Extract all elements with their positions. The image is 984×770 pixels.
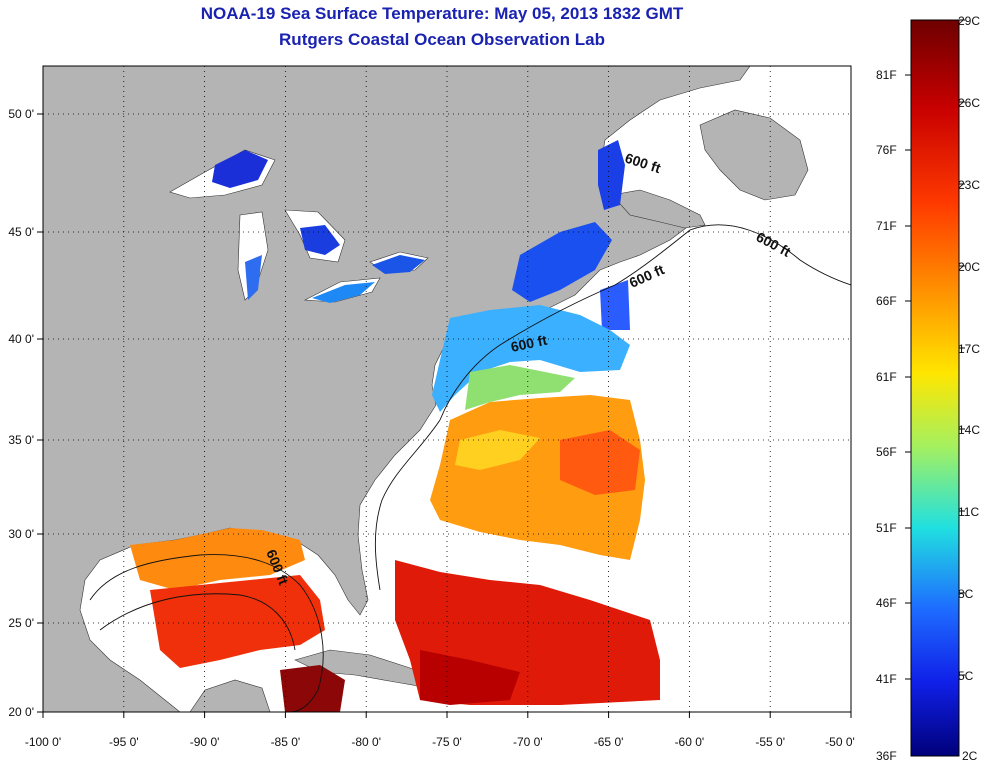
isobath-label-4: 600 ft [509,332,548,355]
x-tick-label: -85 0' [271,735,301,749]
sst-georges-bank [600,280,630,330]
y-tick-label: 25 0' [8,616,34,630]
sst-caribbean-dark [280,665,345,712]
colorbar-c-label: 5C [958,669,974,683]
sst-bahamas-dark [420,650,520,705]
axis-ticks [37,113,852,718]
sst-gulf-red [150,575,325,668]
colorbar-f-label: 51F [876,521,897,535]
colorbar-f-label: 61F [876,370,897,384]
land-newfoundland [699,109,809,201]
y-tick-label: 35 0' [8,433,34,447]
y-tick-label: 40 0' [8,332,34,346]
land-nova-scotia [611,189,706,229]
sst-shelf-mid [465,365,575,410]
colorbar-c-label: 29C [958,14,981,28]
map-canvas: 600 ft 600 ft 600 ft 600 ft 600 ft [43,66,851,712]
colorbar-c-label: 14C [958,423,981,437]
x-tick-label: -75 0' [432,735,462,749]
y-tick-label: 50 0' [8,107,34,121]
sst-lake-ontario [372,255,425,274]
sst-shelf-north [432,305,630,412]
colorbar-c-label: 2C [962,749,978,763]
colorbar-c-label: 11C [958,505,980,519]
map-subtitle: Rutgers Coastal Ocean Observation Lab [279,30,605,49]
x-tick-label: -50 0' [825,735,855,749]
x-tick-label: -90 0' [190,735,220,749]
isobath-600ft-se [374,419,441,591]
colorbar-c-label: 8C [958,587,974,601]
sst-lake-michigan [245,255,262,300]
colorbar-f-label: 76F [876,143,897,157]
y-tick-label: 20 0' [8,705,34,719]
colorbar-f-label: 56F [876,445,897,459]
x-axis-labels: -100 0' -95 0' -90 0' -85 0' -80 0' -75 … [25,735,855,749]
sst-gulf-of-maine [512,222,612,302]
colorbar-c-label: 17C [958,342,981,356]
sst-gulf-orange [130,528,305,590]
colorbar-f-label: 71F [876,219,897,233]
sst-atlantic-redorange [560,430,640,495]
x-tick-label: -70 0' [513,735,543,749]
x-tick-label: -65 0' [594,735,624,749]
colorbar-f-label: 81F [876,68,897,82]
map-title: NOAA-19 Sea Surface Temperature: May 05,… [200,4,684,23]
x-tick-label: -55 0' [755,735,785,749]
y-tick-label: 30 0' [8,527,34,541]
land-yucatan [189,679,271,712]
x-tick-label: -100 0' [25,735,61,749]
x-tick-label: -95 0' [109,735,139,749]
isobath-600ft-gulf-inner [99,593,296,651]
colorbar-c-label: 23C [958,178,981,192]
isobath-600ft [439,224,851,421]
colorbar-f-label: 66F [876,294,897,308]
sst-lake-erie [312,282,375,303]
colorbar-f-label: 41F [876,672,897,686]
sst-lake-huron [300,225,340,255]
isobath-600ft-gulf [89,554,324,712]
colorbar-c-label: 20C [958,260,981,274]
colorbar-c-label: 26C [958,96,981,110]
y-tick-label: 45 0' [8,225,34,239]
colorbar-f-label: 36F [876,749,897,763]
x-tick-label: -60 0' [675,735,705,749]
x-tick-label: -80 0' [351,735,381,749]
sst-st-lawrence [598,140,625,210]
y-axis-labels: 20 0' 25 0' 30 0' 35 0' 40 0' 45 0' 50 0… [8,107,34,719]
colorbar-f-label: 46F [876,596,897,610]
colorbar-ticks [905,19,965,680]
sst-lake-superior [212,150,268,188]
colorbar [910,19,960,757]
